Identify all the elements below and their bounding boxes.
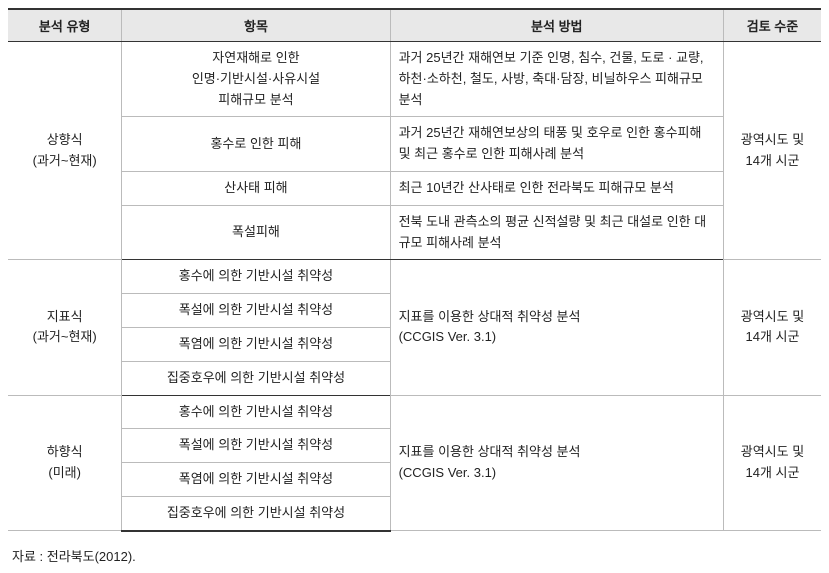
cell-review: 광역시도 및14개 시군 — [723, 395, 821, 531]
cell-review: 광역시도 및14개 시군 — [723, 260, 821, 395]
cell-item: 폭염에 의한 기반시설 취약성 — [122, 463, 390, 497]
table-row: 홍수로 인한 피해 과거 25년간 재해연보상의 태풍 및 호우로 인한 홍수피… — [8, 117, 821, 172]
cell-item: 폭설에 의한 기반시설 취약성 — [122, 429, 390, 463]
table-header-row: 분석 유형 항목 분석 방법 검토 수준 — [8, 9, 821, 42]
cell-item: 산사태 피해 — [122, 171, 390, 205]
cell-item: 집중호우에 의한 기반시설 취약성 — [122, 496, 390, 530]
header-review: 검토 수준 — [723, 9, 821, 42]
header-method: 분석 방법 — [390, 9, 723, 42]
cell-type: 상향식(과거~현재) — [8, 42, 122, 260]
cell-method: 전북 도내 관측소의 평균 신적설량 및 최근 대설로 인한 대규모 피해사례 … — [390, 205, 723, 260]
cell-item: 폭설피해 — [122, 205, 390, 260]
cell-item: 폭염에 의한 기반시설 취약성 — [122, 327, 390, 361]
cell-type: 지표식(과거~현재) — [8, 260, 122, 395]
header-type: 분석 유형 — [8, 9, 122, 42]
cell-review: 광역시도 및14개 시군 — [723, 42, 821, 260]
cell-item: 홍수로 인한 피해 — [122, 117, 390, 172]
cell-type: 하향식(미래) — [8, 395, 122, 531]
source-text: 자료 : 전라북도(2012). — [8, 546, 821, 565]
cell-method: 지표를 이용한 상대적 취약성 분석(CCGIS Ver. 3.1) — [390, 260, 723, 395]
header-item: 항목 — [122, 9, 390, 42]
cell-method: 과거 25년간 재해연보 기준 인명, 침수, 건물, 도로 · 교량, 하천·… — [390, 42, 723, 117]
table-row: 하향식(미래) 홍수에 의한 기반시설 취약성 지표를 이용한 상대적 취약성 … — [8, 395, 821, 429]
cell-method: 과거 25년간 재해연보상의 태풍 및 호우로 인한 홍수피해 및 최근 홍수로… — [390, 117, 723, 172]
table-row: 상향식(과거~현재) 자연재해로 인한인명·기반시설·사유시설피해규모 분석 과… — [8, 42, 821, 117]
cell-item: 홍수에 의한 기반시설 취약성 — [122, 395, 390, 429]
cell-method: 지표를 이용한 상대적 취약성 분석(CCGIS Ver. 3.1) — [390, 395, 723, 531]
cell-item: 자연재해로 인한인명·기반시설·사유시설피해규모 분석 — [122, 42, 390, 117]
cell-item: 폭설에 의한 기반시설 취약성 — [122, 294, 390, 328]
table-row: 산사태 피해 최근 10년간 산사태로 인한 전라북도 피해규모 분석 — [8, 171, 821, 205]
cell-item: 홍수에 의한 기반시설 취약성 — [122, 260, 390, 294]
table-row: 폭설피해 전북 도내 관측소의 평균 신적설량 및 최근 대설로 인한 대규모 … — [8, 205, 821, 260]
cell-item: 집중호우에 의한 기반시설 취약성 — [122, 361, 390, 395]
cell-method: 최근 10년간 산사태로 인한 전라북도 피해규모 분석 — [390, 171, 723, 205]
analysis-table: 분석 유형 항목 분석 방법 검토 수준 상향식(과거~현재) 자연재해로 인한… — [8, 8, 821, 532]
table-row: 지표식(과거~현재) 홍수에 의한 기반시설 취약성 지표를 이용한 상대적 취… — [8, 260, 821, 294]
